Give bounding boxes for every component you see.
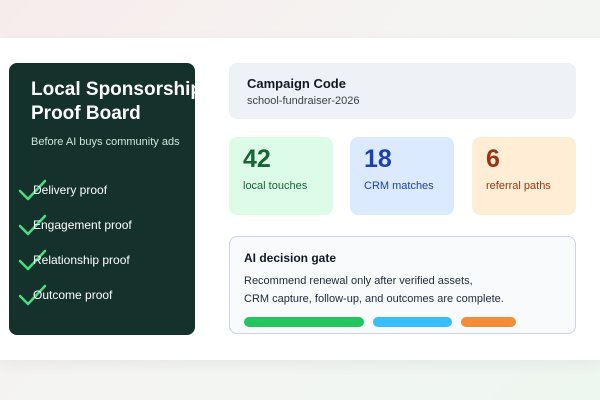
gate-text: Recommend renewal only after verified as… [244, 275, 473, 287]
gate-text: CRM capture, follow-up, and outcomes are… [244, 293, 504, 305]
sidebar-title: Local Sponsorship [31, 79, 203, 100]
stat-card: 18 CRM matches [350, 137, 454, 215]
stat-value: 42 [243, 145, 271, 173]
stat-card: 6 referral paths [472, 137, 576, 215]
progress-bar [373, 317, 452, 327]
check-icon [18, 249, 47, 271]
checklist-text: Delivery proof [33, 183, 108, 197]
progress-bar [244, 317, 364, 327]
checklist-text: Relationship proof [33, 253, 130, 267]
checklist-text: Engagement proof [33, 218, 132, 232]
gate-title: AI decision gate [244, 251, 337, 265]
checklist-item: Outcome proof [18, 283, 188, 307]
check-icon [18, 284, 47, 306]
stat-label: local touches [243, 180, 308, 192]
stat-label: CRM matches [364, 180, 434, 192]
sidebar-subtitle: Before AI buys community ads [31, 136, 180, 148]
campaign-box [229, 63, 576, 119]
check-icon [18, 179, 47, 201]
stat-value: 18 [364, 145, 392, 173]
sidebar-title: Proof Board [31, 103, 141, 124]
stat-card: 42 local touches [229, 137, 333, 215]
stat-label: referral paths [486, 180, 551, 192]
checklist-item: Relationship proof [18, 248, 188, 272]
campaign-value: school-fundraiser-2026 [247, 95, 360, 107]
checklist-item: Delivery proof [18, 178, 188, 202]
check-icon [18, 214, 47, 236]
stat-value: 6 [486, 145, 500, 173]
campaign-label: Campaign Code [247, 76, 346, 91]
progress-bar [461, 317, 516, 327]
checklist-text: Outcome proof [33, 288, 113, 302]
checklist-item: Engagement proof [18, 213, 188, 237]
